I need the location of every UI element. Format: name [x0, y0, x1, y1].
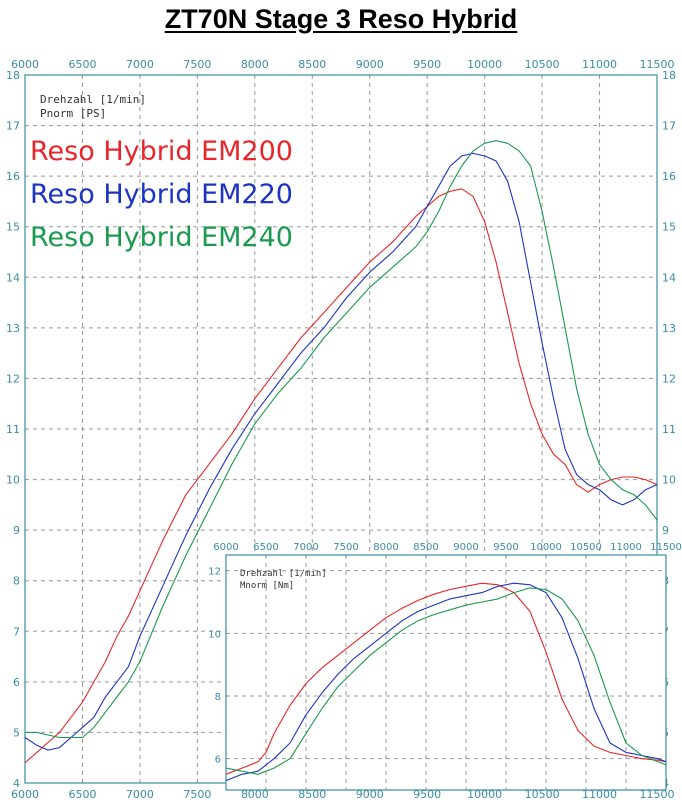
y-tick-label: 6	[215, 755, 221, 766]
x-tick-label: 9500	[493, 542, 518, 553]
y-tick-label: 18	[6, 69, 20, 82]
y-tick-label: 15	[662, 221, 676, 234]
x-tick-label: 8500	[298, 58, 326, 71]
y-tick-label: 16	[6, 170, 20, 183]
x-tick-label: 6000	[213, 542, 238, 553]
y-axis-label: Mnorm [Nm]	[240, 581, 294, 591]
series-line-reso-hybrid-em200	[24, 188, 658, 764]
x-tick-label: 8500	[413, 542, 438, 553]
x-axis-label: Drehzahl [1/min]	[240, 569, 327, 579]
series-line-em240	[225, 587, 667, 775]
legend-entry-reso-hybrid-em200: Reso Hybrid EM200	[30, 136, 293, 167]
y-tick-label: 13	[662, 322, 676, 335]
x-tick-label: 11000	[582, 788, 617, 800]
plot-frame	[225, 554, 667, 791]
y-tick-label: 8	[215, 692, 221, 703]
x-tick-label: 11000	[610, 542, 642, 553]
y-tick-label: 9	[13, 524, 20, 537]
x-tick-label: 11500	[640, 58, 675, 71]
x-tick-label: 10000	[530, 542, 562, 553]
plot-background	[226, 555, 666, 790]
y-tick-label: 5	[13, 726, 20, 739]
x-tick-label: 9000	[453, 542, 478, 553]
x-tick-label: 7500	[333, 542, 358, 553]
y-tick-label: 10	[208, 629, 221, 640]
y-tick-label: 16	[662, 170, 676, 183]
y-tick-label: 17	[6, 120, 20, 133]
y-tick-label: 13	[6, 322, 20, 335]
y-tick-label: 7	[13, 625, 20, 638]
x-tick-label: 7500	[183, 58, 211, 71]
y-tick-label: 12	[208, 567, 221, 578]
y-tick-label: 11	[662, 423, 676, 436]
y-tick-label: 14	[6, 271, 20, 284]
series-line-em220	[225, 582, 667, 782]
y-tick-label: 9	[662, 524, 669, 537]
y-tick-label: 12	[6, 372, 20, 385]
y-tick-label: 11	[6, 423, 20, 436]
x-tick-label: 7500	[183, 788, 211, 800]
x-tick-label: 10000	[467, 58, 502, 71]
x-tick-label: 8000	[241, 788, 269, 800]
y-tick-label: 10	[6, 474, 20, 487]
y-axis-label: Pnorm [PS]	[40, 107, 106, 120]
series-line-reso-hybrid-em240	[25, 140, 658, 739]
x-tick-label: 9000	[356, 788, 384, 800]
x-axis-label: Drehzahl [1/min]	[40, 93, 146, 106]
y-tick-label: 10	[662, 474, 676, 487]
y-tick-label: 4	[13, 777, 20, 790]
x-tick-label: 6500	[68, 788, 96, 800]
x-tick-label: 11500	[650, 542, 682, 553]
x-tick-label: 7000	[293, 542, 318, 553]
x-tick-label: 10000	[467, 788, 502, 800]
y-tick-label: 12	[662, 372, 676, 385]
power-chart: 6000 6000 6500 6500 7000 7000 7500 7500 8000 8000…	[6, 58, 676, 800]
y-tick-label: 8	[13, 575, 20, 588]
x-tick-label: 6000	[11, 788, 39, 800]
y-tick-label: 6	[13, 676, 20, 689]
x-tick-label: 8000	[373, 542, 398, 553]
y-tick-label: 14	[662, 271, 676, 284]
x-tick-label: 8500	[298, 788, 326, 800]
y-tick-label: 15	[6, 221, 20, 234]
legend-entry-reso-hybrid-em240: Reso Hybrid EM240	[30, 222, 293, 253]
x-tick-label: 7000	[126, 58, 154, 71]
y-tick-label: 18	[662, 69, 676, 82]
x-tick-label: 6500	[68, 58, 96, 71]
x-tick-label: 11000	[582, 58, 617, 71]
x-tick-label: 9500	[413, 788, 441, 800]
y-tick-label: 17	[662, 120, 676, 133]
series-line-em200	[225, 582, 667, 775]
page-title: ZT70N Stage 3 Reso Hybrid	[164, 4, 518, 34]
x-tick-label: 6000	[11, 58, 39, 71]
x-tick-label: 9000	[356, 58, 384, 71]
x-tick-label: 10500	[525, 788, 560, 800]
series-line-reso-hybrid-em220	[24, 152, 658, 751]
x-tick-label: 9500	[413, 58, 441, 71]
legend-entry-reso-hybrid-em220: Reso Hybrid EM220	[30, 179, 293, 210]
x-tick-label: 6500	[253, 542, 278, 553]
x-tick-label: 10500	[525, 58, 560, 71]
x-tick-label: 8000	[241, 58, 269, 71]
torque-chart: 6000 6500 7000 7500 8000 8500 9000 9500 10000 105…	[208, 542, 682, 791]
x-tick-label: 7000	[126, 788, 154, 800]
x-tick-label: 11500	[640, 788, 675, 800]
x-tick-label: 10500	[570, 542, 602, 553]
